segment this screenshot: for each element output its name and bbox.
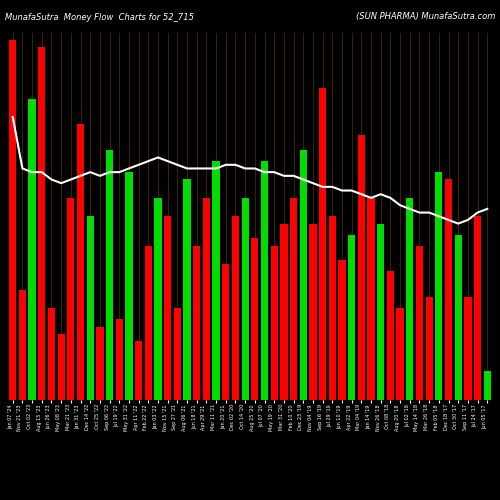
Bar	[484, 370, 491, 400]
Bar	[426, 297, 433, 400]
Bar	[212, 161, 220, 400]
Bar	[126, 172, 132, 400]
Bar	[328, 216, 336, 400]
Bar	[48, 308, 55, 400]
Bar	[406, 198, 413, 400]
Bar	[174, 308, 181, 400]
Bar	[445, 180, 452, 400]
Bar	[310, 224, 316, 400]
Bar	[203, 198, 210, 400]
Bar	[377, 224, 384, 400]
Bar	[77, 124, 84, 400]
Bar	[464, 297, 471, 400]
Bar	[300, 150, 307, 400]
Bar	[396, 308, 404, 400]
Text: (SUN PHARMA) MunafaSutra.com: (SUN PHARMA) MunafaSutra.com	[356, 12, 495, 22]
Bar	[193, 246, 200, 400]
Bar	[387, 272, 394, 400]
Bar	[19, 290, 26, 400]
Bar	[144, 246, 152, 400]
Bar	[96, 326, 103, 400]
Bar	[232, 216, 239, 400]
Bar	[106, 150, 113, 400]
Bar	[184, 180, 190, 400]
Bar	[116, 319, 123, 400]
Bar	[38, 47, 46, 400]
Bar	[67, 198, 74, 400]
Bar	[358, 136, 365, 400]
Bar	[222, 264, 230, 400]
Bar	[28, 98, 35, 400]
Bar	[86, 216, 94, 400]
Bar	[154, 198, 162, 400]
Bar	[435, 172, 442, 400]
Text: MunafaSutra  Money Flow  Charts for 52_715: MunafaSutra Money Flow Charts for 52_715	[5, 12, 194, 22]
Bar	[164, 216, 172, 400]
Bar	[338, 260, 345, 400]
Bar	[416, 246, 423, 400]
Bar	[270, 246, 278, 400]
Bar	[368, 198, 374, 400]
Bar	[280, 224, 287, 400]
Bar	[242, 198, 249, 400]
Bar	[454, 234, 462, 400]
Bar	[251, 238, 258, 400]
Bar	[261, 161, 268, 400]
Bar	[474, 216, 481, 400]
Bar	[135, 341, 142, 400]
Bar	[348, 234, 356, 400]
Bar	[290, 198, 297, 400]
Bar	[58, 334, 65, 400]
Bar	[9, 40, 16, 400]
Bar	[319, 88, 326, 400]
